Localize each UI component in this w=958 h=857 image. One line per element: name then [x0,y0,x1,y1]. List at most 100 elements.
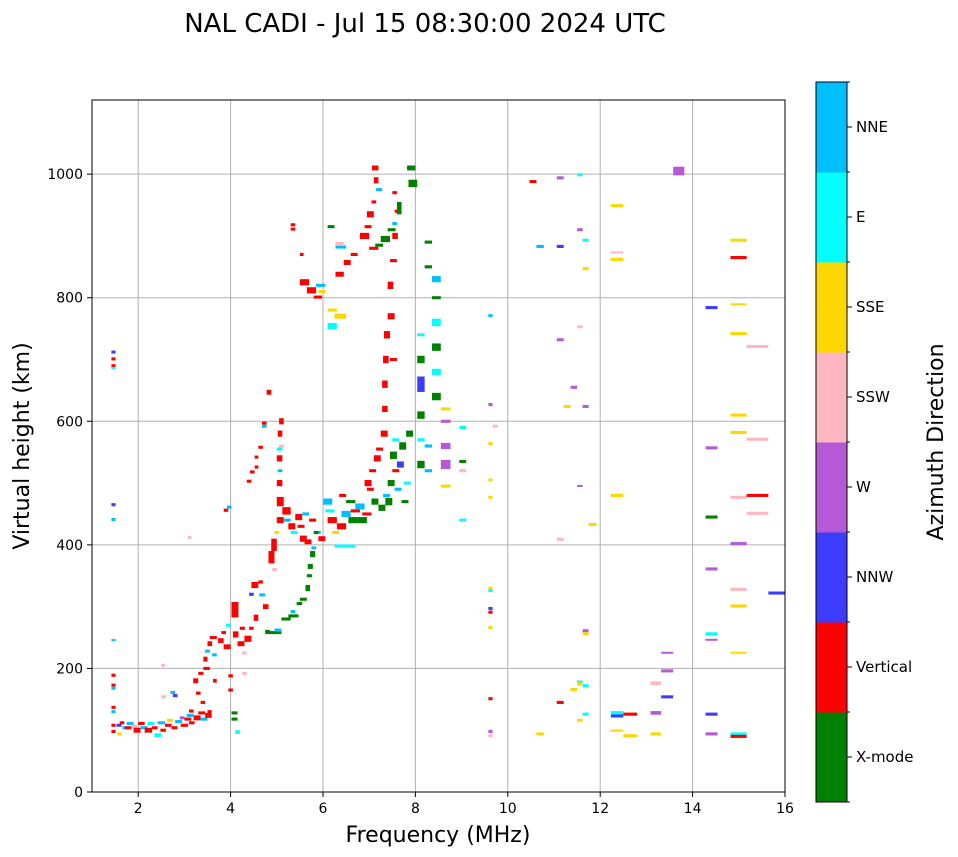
data-point-vertical [209,635,217,640]
data-point-e [154,733,162,738]
data-point-nne [277,469,283,473]
data-point-sse [117,732,122,736]
data-point-sse [582,267,589,271]
data-point-x-mode [231,717,238,721]
data-point-vertical [228,674,233,678]
data-point-e [111,367,116,370]
data-point-vertical [313,295,323,299]
data-point-ssw [335,241,344,245]
data-point-sse [730,604,747,608]
data-point-nne [170,690,176,695]
data-point-vertical [195,691,201,695]
data-point-ssw [577,325,583,329]
data-point-ssw [272,568,277,572]
data-point-sse [318,289,326,294]
data-point-x-mode [432,392,441,401]
data-point-vertical [299,535,307,542]
y-tick-label: 400 [56,538,83,554]
colorbar-frame [815,81,848,803]
data-point-e [582,238,589,242]
data-point-vertical [746,493,769,497]
data-point-sse [332,530,340,535]
data-point-nne [341,510,351,518]
data-point-vertical [111,723,116,727]
data-point-vertical [271,538,277,552]
data-point-x-mode [305,585,311,592]
data-point-vertical [371,165,379,171]
data-point-ssw [459,469,467,473]
data-point-nnw [705,306,718,310]
colorbar-swatch-e [816,172,847,263]
data-point-x-mode [417,355,425,364]
chart-title: NAL CADI - Jul 15 08:30:00 2024 UTC [184,9,666,39]
data-point-e [290,530,298,535]
data-point-e [417,438,425,442]
data-point-vertical [111,357,116,361]
data-point-w [661,669,674,673]
colorbar-swatch-nne [816,82,847,173]
data-point-x-mode [459,459,467,463]
data-point-nnw [111,503,116,507]
data-point-vertical [218,638,224,644]
data-point-vertical [299,252,304,257]
data-point-sse [563,404,571,409]
data-point-vertical [556,700,564,704]
data-point-vertical [207,710,212,714]
data-point-sse [730,651,747,654]
data-point-ssw [131,724,138,729]
data-point-nne [488,314,493,318]
data-point-vertical [364,479,372,487]
data-point-x-mode [424,265,433,269]
data-point-vertical [171,726,178,730]
data-point-vertical [304,539,312,545]
data-point-nne [290,610,296,614]
data-point-w [440,419,451,423]
data-point-ssw [161,695,166,699]
data-point-w [556,176,564,180]
data-point-vertical [335,271,344,277]
data-point-vertical [244,635,252,642]
colorbar: X-mode Vertical NNW W SSW SSE E NNE [815,81,913,803]
data-point-vertical [309,518,317,522]
data-point-e [459,518,467,522]
data-point-e [577,680,583,684]
data-point-vertical [213,678,217,683]
data-point-vertical [221,631,226,635]
data-point-w [730,542,747,546]
data-point-vertical [376,447,384,451]
data-point-x-mode [417,460,425,469]
data-point-e [610,711,624,715]
data-point-vertical [203,656,208,662]
data-point-sse [577,718,583,722]
data-point-vertical [200,700,206,704]
data-point-vertical [290,223,296,227]
data-point-x-mode [399,442,407,450]
data-point-sse [166,718,173,722]
data-point-nnw [488,606,493,611]
data-point-vertical [369,469,377,473]
data-point-nne [212,653,217,657]
data-point-ssw [488,734,493,738]
colorbar-label-e: E [856,208,865,226]
data-point-sse [488,441,493,446]
data-point-vertical [232,631,239,638]
colorbar-label-sse: SSE [856,298,885,316]
data-point-ssw [188,535,192,539]
data-point-x-mode [288,614,299,618]
plot-frame [91,99,786,793]
data-point-vertical [193,678,199,684]
colorbar-label-nne: NNE [856,118,888,136]
data-point-vertical [369,246,379,250]
data-point-ssw [610,251,624,254]
data-point-vertical [250,470,255,474]
data-point-x-mode [299,597,307,601]
colorbar-swatch-sse [816,262,847,353]
data-point-vertical [730,734,747,738]
data-point-w [705,567,718,571]
data-point-sse [488,586,493,590]
data-point-sse [730,303,747,306]
data-point-nne [205,649,210,653]
data-point-vertical [371,200,377,204]
data-point-vertical [373,177,379,184]
